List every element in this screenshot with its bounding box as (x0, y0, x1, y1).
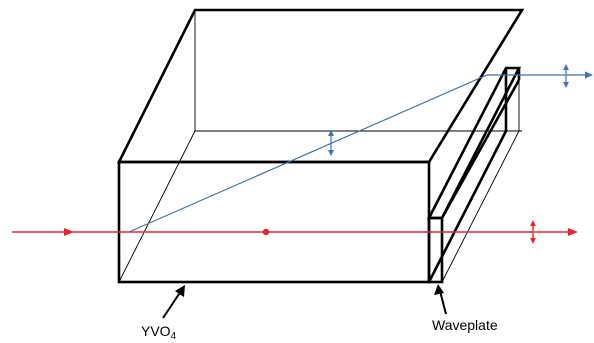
vertical-polarization-red-icon (530, 220, 536, 244)
waveplate (426, 66, 522, 284)
crystal-front-face (117, 160, 431, 284)
waveplate-hidden-bottom-edge (441, 130, 520, 283)
crystal-top-face (116, 8, 525, 164)
vertical-polarization-blue-icon-inside (328, 130, 334, 156)
yvo4-label-main: YVO (141, 323, 171, 339)
yvo4-label-subscript: 4 (171, 331, 177, 342)
waveplate-front-face (427, 216, 444, 284)
yvo4-pointer-arrow-icon (162, 285, 185, 319)
polarization-dot-icon (262, 228, 270, 236)
yvo4-label: YVO4 (141, 323, 177, 342)
extraordinary-beam (128, 64, 593, 233)
extraordinary-beam-output-arrowhead (585, 71, 593, 79)
waveplate-label: Waveplate (432, 317, 498, 333)
vertical-polarization-blue-icon-output (563, 64, 569, 88)
crystal-right-side-edge (427, 130, 508, 283)
ordinary-beam (12, 220, 578, 244)
extraordinary-beam-line (128, 74, 591, 233)
crystal-hidden-diagonal-edge (118, 130, 196, 283)
yvo4-crystal (116, 8, 525, 284)
waveplate-right-edge (440, 79, 521, 219)
waveplate-pointer-arrow-icon (434, 284, 447, 315)
ordinary-beam-input-arrowhead (64, 228, 74, 236)
ordinary-beam-output-arrowhead (568, 228, 578, 236)
